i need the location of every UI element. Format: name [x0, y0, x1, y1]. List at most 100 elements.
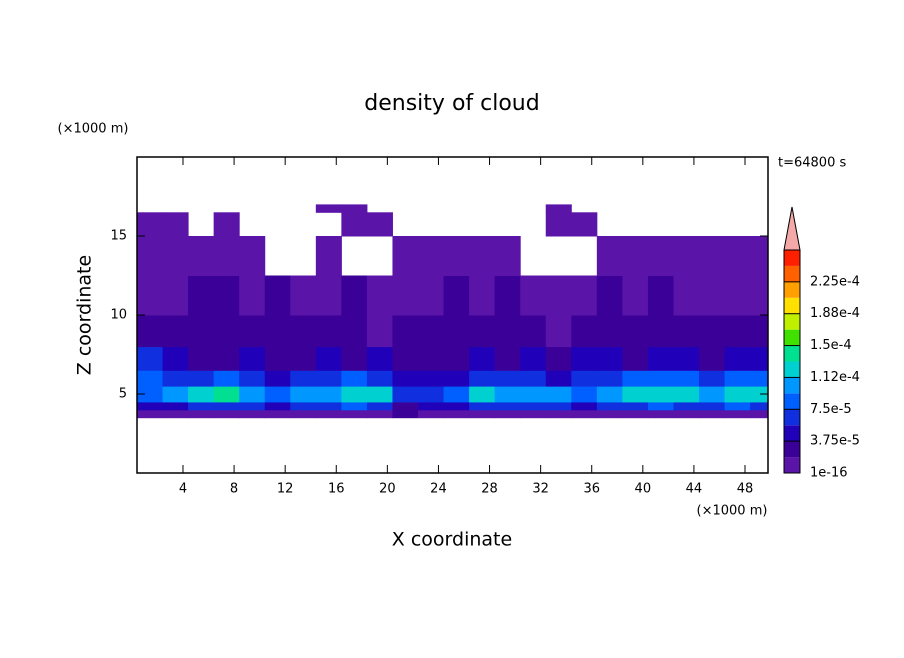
x-unit: (×1000 m): [697, 504, 768, 519]
contour-cell: [750, 386, 768, 403]
colorbar-band: [784, 329, 800, 346]
contour-cell: [264, 401, 291, 411]
contour-cell: [290, 370, 317, 387]
contour-cell: [443, 315, 470, 348]
contour-cell: [673, 409, 700, 419]
x-tick-label: 32: [532, 482, 549, 497]
contour-cell: [469, 409, 496, 419]
contour-cell: [469, 275, 496, 316]
y-axis-title: Z coordinate: [74, 255, 96, 375]
contour-cell: [647, 236, 674, 276]
contour-cell: [290, 386, 317, 403]
contour-cell: [315, 346, 342, 371]
contour-cell: [392, 275, 419, 316]
contour-cell: [750, 275, 768, 316]
colorbar-tick-label: 1.88e-4: [810, 306, 860, 321]
contour-cell: [213, 386, 240, 403]
contour-cell: [341, 409, 368, 419]
contour-cell: [622, 315, 649, 348]
contour-cell: [315, 409, 342, 419]
contour-cell: [188, 315, 215, 348]
colorbar-tick-label: 2.25e-4: [810, 274, 860, 289]
contour-cell: [418, 236, 445, 276]
contour-cell: [571, 370, 598, 387]
contour-cell: [188, 275, 215, 316]
contour-cell: [724, 386, 751, 403]
contour-cell: [162, 212, 189, 237]
contour-cell: [571, 275, 598, 316]
contour-cell: [162, 370, 189, 387]
chart-title: density of cloud: [364, 91, 539, 116]
colorbar-band: [784, 457, 800, 473]
contour-cell: [366, 386, 393, 403]
contour-cell: [443, 346, 470, 371]
contour-cell: [418, 275, 445, 316]
x-tick-label: 16: [328, 482, 345, 497]
colorbar-band: [784, 297, 800, 314]
colorbar-band: [784, 345, 800, 362]
contour-cell: [699, 346, 726, 371]
contour-cell: [443, 275, 470, 316]
contour-cell: [418, 401, 445, 411]
contour-cell: [443, 236, 470, 276]
contour-cell: [494, 275, 521, 316]
contour-cell: [596, 409, 623, 419]
colorbar-band: [784, 361, 800, 378]
contour-cell: [647, 386, 674, 403]
contour-cell: [673, 346, 700, 371]
y-unit: (×1000 m): [58, 122, 129, 137]
contour-cell: [673, 386, 700, 403]
contour-cell: [341, 401, 368, 411]
contour-cell: [545, 275, 572, 316]
contour-cell: [699, 401, 726, 411]
contour-cell: [162, 346, 189, 371]
colorbar-band: [784, 393, 800, 410]
colorbar-band: [784, 313, 800, 330]
contour-cell: [315, 236, 342, 276]
contour-cell: [264, 386, 291, 403]
contour-cell: [520, 401, 547, 411]
contour-cell: [264, 409, 291, 419]
x-tick-label: 40: [635, 482, 652, 497]
contour-cell: [137, 386, 164, 403]
contour-cell: [341, 212, 368, 237]
contour-cell: [315, 275, 342, 316]
y-tick-label: 15: [110, 229, 127, 244]
contour-cell: [290, 315, 317, 348]
contour-cell: [443, 370, 470, 387]
contour-cell: [315, 370, 342, 387]
y-tick-label: 5: [119, 387, 127, 402]
contour-cell: [443, 409, 470, 419]
contour-cell: [188, 236, 215, 276]
contour-cell: [137, 401, 164, 411]
contour-cell: [264, 346, 291, 371]
contour-cell: [699, 236, 726, 276]
contour-cell: [699, 409, 726, 419]
contour-cell: [315, 315, 342, 348]
contour-cell: [264, 275, 291, 316]
contour-cell: [341, 346, 368, 371]
contour-cell: [162, 401, 189, 411]
contour-cell: [290, 401, 317, 411]
contour-cell: [647, 401, 674, 411]
contour-cell: [188, 346, 215, 371]
contour-cell: [647, 409, 674, 419]
contour-cell: [213, 370, 240, 387]
contour-cell: [290, 346, 317, 371]
contour-cell: [545, 370, 572, 387]
contour-cell: [469, 236, 496, 276]
y-tick-label: 10: [110, 308, 127, 323]
contour-cell: [596, 346, 623, 371]
contour-cell: [699, 370, 726, 387]
contour-cell: [622, 236, 649, 276]
contour-cell: [622, 275, 649, 316]
contour-cell: [392, 346, 419, 371]
x-tick-label: 36: [583, 482, 600, 497]
contour-cell: [239, 386, 266, 403]
contour-cell: [699, 315, 726, 348]
contour-cell: [750, 401, 768, 411]
contour-cell: [366, 315, 393, 348]
contour-cell: [418, 409, 445, 419]
contour-cell: [571, 409, 598, 419]
contour-cell: [392, 409, 419, 419]
